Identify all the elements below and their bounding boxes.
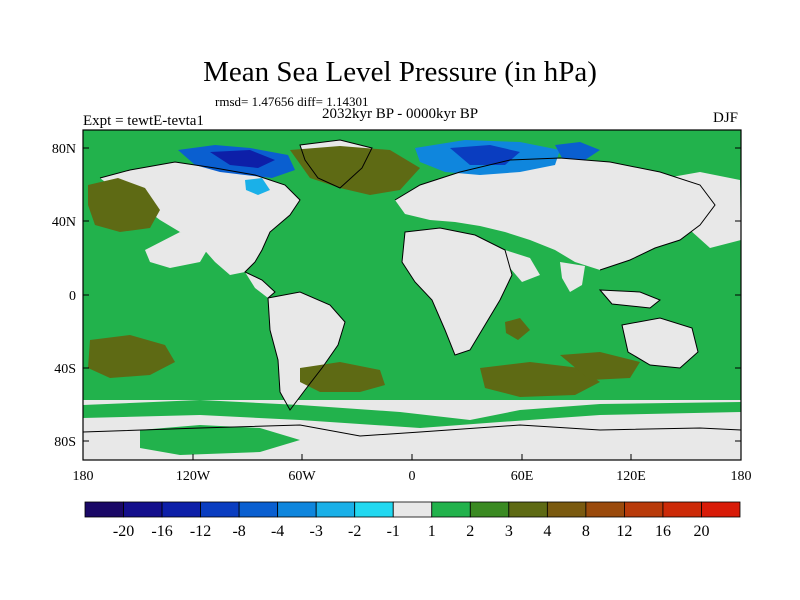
colorbar-swatch <box>662 501 702 518</box>
longitude-axis: 180 120W 60W 0 60E 120E 180 <box>73 454 752 484</box>
colorbar-swatch <box>238 501 279 518</box>
colorbar-level-label: -8 <box>232 523 245 540</box>
coastlines <box>83 139 741 437</box>
lon-label-180w: 180 <box>73 469 94 484</box>
colorbar-level-label: 8 <box>582 523 590 540</box>
lat-label-40n: 40N <box>52 215 76 230</box>
colorbar-swatch <box>546 501 587 518</box>
ocean-positive-band <box>83 400 741 455</box>
colorbar-swatch <box>354 501 394 518</box>
colorbar-level-label: -2 <box>348 523 361 540</box>
colorbar-swatch <box>431 501 471 518</box>
experiment-label: Expt = tewtE-tevta1 <box>83 113 204 129</box>
lat-label-80n: 80N <box>52 142 76 157</box>
season-label: DJF <box>713 110 739 126</box>
colorbar-swatch <box>469 501 510 518</box>
lat-label-equator: 0 <box>69 289 76 304</box>
colorbar-level-label: -4 <box>271 523 284 540</box>
positive-anomaly-regions <box>88 146 640 397</box>
colorbar-level-label: -20 <box>113 523 134 540</box>
colorbar-swatch <box>123 501 163 518</box>
colorbar-level-label: -1 <box>387 523 400 540</box>
time-period-label: 2032kyr BP - 0000kyr BP <box>322 106 479 122</box>
colorbar: -20 -16 -12 -8 -4 -3 -2 -1 1 2 3 4 8 12 16 20 <box>84 501 741 540</box>
lon-label-120e: 120E <box>616 469 646 484</box>
colorbar-level-label: 2 <box>466 523 474 540</box>
latitude-axis: 80N 40N 0 40S 80S <box>52 142 741 450</box>
colorbar-level-label: 1 <box>428 523 436 540</box>
colorbar-swatch <box>315 501 356 518</box>
lat-label-80s: 80S <box>54 435 76 450</box>
colorbar-swatch <box>200 501 240 518</box>
colorbar-swatch <box>585 501 625 518</box>
map-plot-area <box>83 130 741 460</box>
colorbar-level-label: 3 <box>505 523 513 540</box>
lat-label-40s: 40S <box>54 362 76 377</box>
colorbar-swatch <box>392 501 433 518</box>
colorbar-swatch <box>277 501 317 518</box>
lon-label-180e: 180 <box>731 469 752 484</box>
map-title: Mean Sea Level Pressure (in hPa) <box>203 56 597 88</box>
negative-anomaly-regions <box>178 140 600 195</box>
colorbar-level-label: -3 <box>310 523 323 540</box>
colorbar-level-label: 20 <box>693 523 709 540</box>
colorbar-swatch <box>84 501 124 518</box>
lon-label-120w: 120W <box>176 469 211 484</box>
lon-label-60e: 60E <box>511 469 534 484</box>
colorbar-swatch <box>624 501 664 518</box>
colorbar-swatch <box>701 501 741 518</box>
lon-label-0: 0 <box>409 469 416 484</box>
colorbar-swatch <box>508 501 548 518</box>
colorbar-level-label: 4 <box>543 523 551 540</box>
colorbar-swatch <box>161 501 201 518</box>
colorbar-level-label: 12 <box>616 523 632 540</box>
colorbar-level-label: 16 <box>655 523 671 540</box>
colorbar-level-label: -16 <box>151 523 172 540</box>
lon-label-60w: 60W <box>288 469 316 484</box>
colorbar-level-label: -12 <box>190 523 211 540</box>
rmsd-diff-stats: rmsd= 1.47656 diff= 1.14301 <box>215 94 369 109</box>
